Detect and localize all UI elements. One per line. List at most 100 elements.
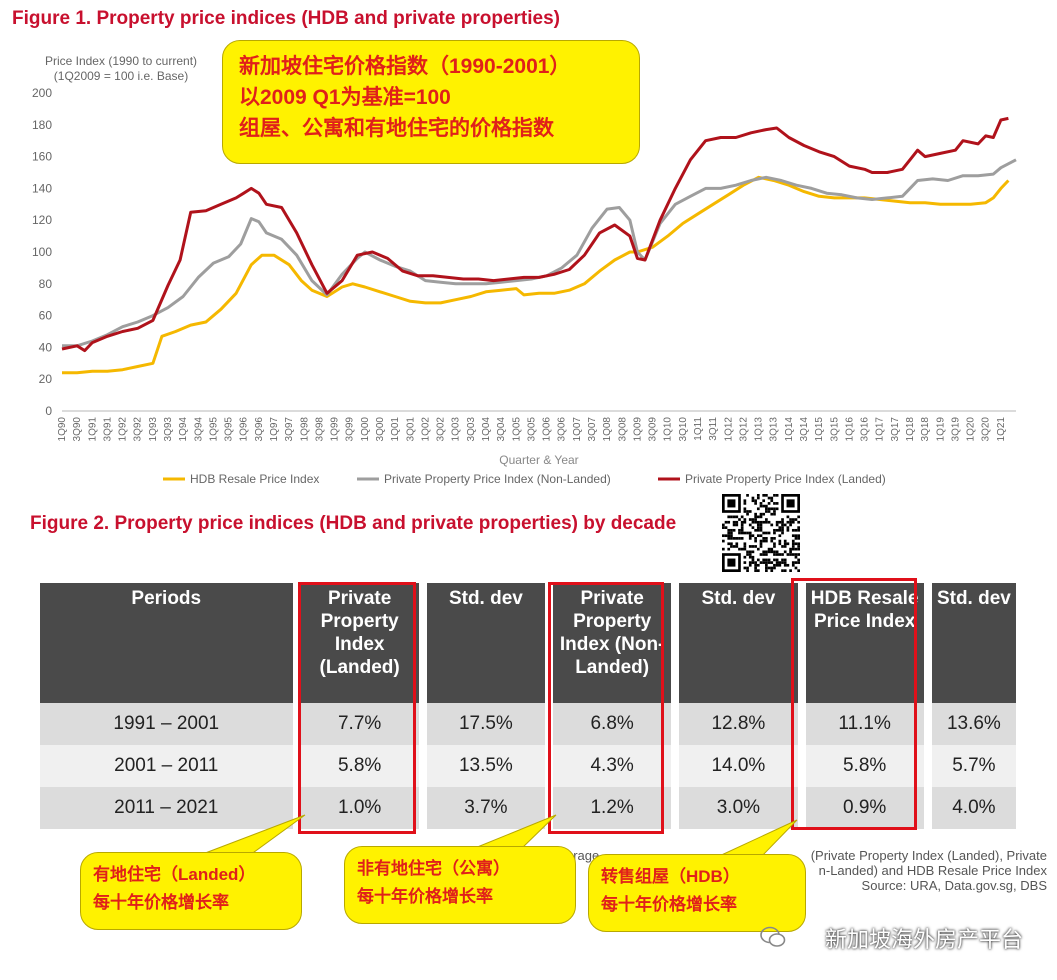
qr-module <box>773 507 776 511</box>
qr-module <box>754 520 757 524</box>
qr-module <box>756 534 760 538</box>
qr-module <box>746 512 749 516</box>
x-tick-label: 1Q19 <box>935 417 946 442</box>
cell-std-non-landed: 3.0% <box>679 787 798 829</box>
qr-module <box>791 520 795 524</box>
qr-module <box>765 537 768 540</box>
cell-std-hdb: 13.6% <box>931 703 1016 745</box>
qr-module <box>743 555 747 559</box>
y-tick-label: 180 <box>32 118 52 132</box>
qr-module <box>722 539 725 543</box>
qr-module <box>732 528 736 532</box>
wechat-icon <box>760 926 786 947</box>
cell-period: 1991 – 2001 <box>40 703 293 745</box>
qr-module <box>751 555 755 559</box>
callout-hdb-line2: 每十年价格增长率 <box>601 895 737 914</box>
callout-top-line2: 以2009 Q1为基准=100 <box>239 86 451 109</box>
qr-module <box>756 528 760 532</box>
qr-module <box>773 494 776 497</box>
x-tick-label: 3Q13 <box>769 417 780 442</box>
qr-module <box>775 563 779 567</box>
qr-module <box>765 494 768 497</box>
qr-module <box>748 531 752 535</box>
qr-module <box>797 515 800 519</box>
qr-module <box>789 569 792 572</box>
x-tick-label: 3Q96 <box>254 417 265 442</box>
qr-module <box>722 526 725 529</box>
qr-module <box>765 558 768 562</box>
table-row: 2001 – 2011 5.8% 13.5% 4.3% 14.0% 5.8% 5… <box>40 745 1016 787</box>
qr-module <box>773 531 776 535</box>
qr-module <box>722 534 725 538</box>
line-chart: 0 20 40 60 80 100 120 140 160 180 200 1Q90 3Q90 1Q91 3… <box>32 86 1017 486</box>
qr-module <box>754 566 757 570</box>
x-tick-label: 3Q93 <box>163 417 174 442</box>
qr-module <box>797 537 800 540</box>
header-hdb: HDB Resale Price Index <box>805 583 924 703</box>
x-tick-label: 1Q20 <box>966 417 977 442</box>
qr-module <box>765 510 768 513</box>
qr-module <box>770 547 774 551</box>
qr-module <box>783 550 787 554</box>
qr-module <box>754 502 757 505</box>
qr-module <box>740 547 744 551</box>
qr-module <box>778 561 782 564</box>
x-tick-label: 3Q17 <box>890 417 901 442</box>
qr-module <box>786 528 790 532</box>
qr-module <box>778 542 782 546</box>
qr-module <box>781 518 784 521</box>
cell-std-non-landed: 12.8% <box>679 703 798 745</box>
qr-module <box>781 561 784 564</box>
x-tick-label: 1Q06 <box>542 417 553 442</box>
x-tick-label: 3Q07 <box>587 417 598 442</box>
cell-hdb: 5.8% <box>805 745 924 787</box>
qr-module <box>789 520 792 524</box>
qr-module <box>773 558 776 562</box>
x-tick-label: 3Q20 <box>981 417 992 442</box>
qr-module <box>767 550 771 554</box>
y-tick-label: 40 <box>39 340 53 354</box>
qr-module <box>738 547 741 551</box>
cell-landed: 7.7% <box>300 703 419 745</box>
x-tick-label: 3Q12 <box>738 417 749 442</box>
qr-module <box>740 523 744 527</box>
callout-nonlanded-line2: 每十年价格增长率 <box>357 887 493 906</box>
qr-module <box>751 558 755 562</box>
x-tick-label: 3Q90 <box>72 417 83 442</box>
qr-module <box>770 539 774 543</box>
x-tick-label: 1Q05 <box>511 417 522 442</box>
qr-module <box>773 563 776 567</box>
qr-module <box>748 518 752 521</box>
x-tick-label: 1Q98 <box>299 417 310 442</box>
qr-module <box>746 566 749 570</box>
qr-module <box>773 510 776 513</box>
qr-module <box>762 539 766 543</box>
qr-module <box>730 528 733 532</box>
qr-module <box>724 534 728 538</box>
y-tick-label: 120 <box>32 213 52 227</box>
qr-module <box>759 520 763 524</box>
x-tick-label: 1Q90 <box>57 417 68 442</box>
header-landed: Private Property Index (Landed) <box>300 583 419 703</box>
qr-module <box>781 545 784 548</box>
cell-landed: 1.0% <box>300 787 419 829</box>
callout-hdb-line1: 转售组屋（HDB） <box>601 867 740 886</box>
y-tick-label: 20 <box>39 372 53 386</box>
qr-module <box>770 507 774 511</box>
x-axis-title: Quarter & Year <box>499 453 578 467</box>
qr-module <box>751 534 755 538</box>
qr-module <box>781 569 784 572</box>
qr-module <box>732 537 736 540</box>
qr-module <box>748 523 752 527</box>
figure1-title: Figure 1. Property price indices (HDB an… <box>12 8 560 29</box>
qr-module <box>775 561 779 564</box>
x-tick-label: 3Q06 <box>557 417 568 442</box>
x-tick-label: 3Q92 <box>133 417 144 442</box>
qr-module <box>756 563 760 567</box>
qr-module <box>765 563 768 567</box>
qr-module <box>759 502 763 505</box>
qr-module <box>767 507 771 511</box>
qr-module <box>767 502 771 505</box>
qr-module <box>781 520 784 524</box>
qr-module <box>762 537 766 540</box>
